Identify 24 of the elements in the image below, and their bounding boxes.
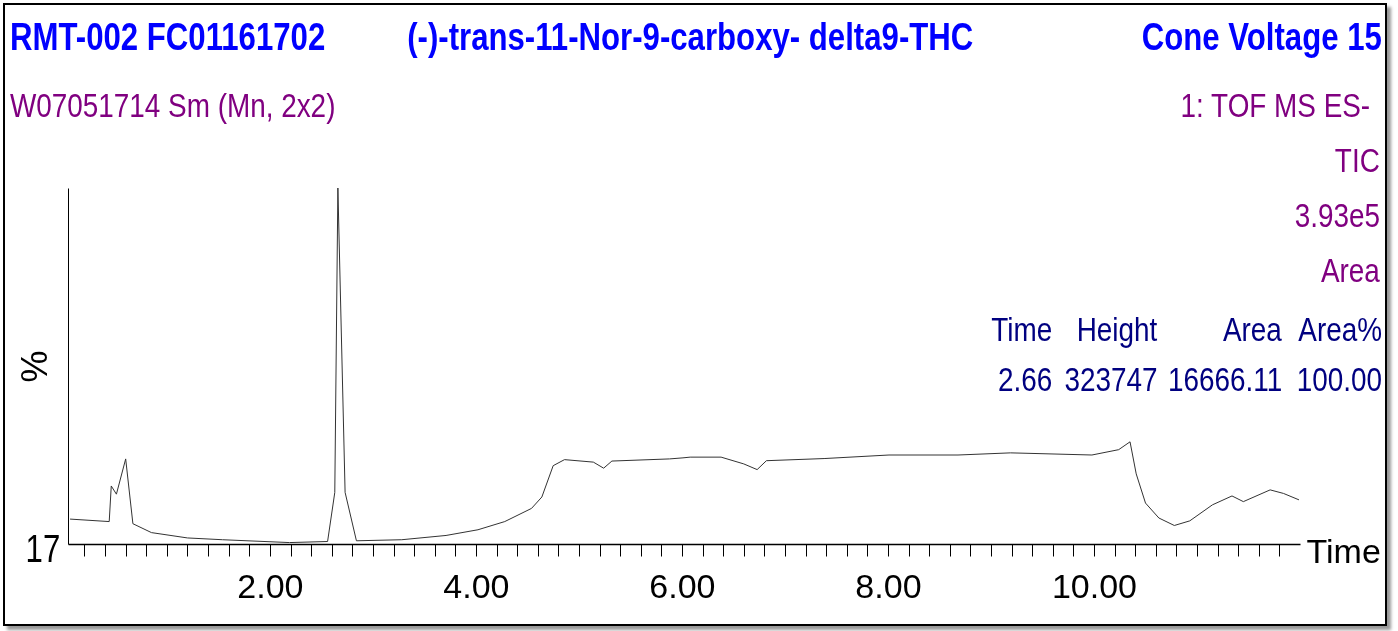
text: Area [1321, 251, 1380, 289]
x-tick-label: 6.00 [649, 566, 716, 605]
text: W07051714 Sm (Mn, 2x2) [10, 86, 336, 124]
annotation: Area% [1298, 310, 1382, 348]
text: 1: TOF MS ES- [1180, 86, 1370, 124]
x-tick-label: 10.00 [1051, 566, 1138, 605]
text: 17 [25, 528, 60, 570]
x-tick-label: 8.00 [855, 566, 922, 605]
y-axis-title: % [13, 350, 55, 383]
chart-title: (-)-trans-11-Nor-9-carboxy- delta9-THC [406, 16, 974, 58]
x-tick-label: 4.00 [443, 566, 510, 605]
annotation: Height [1076, 310, 1157, 348]
annotation: Area [1223, 310, 1282, 348]
x-tick-label: 2.00 [237, 566, 304, 605]
annotation: Time [991, 310, 1052, 348]
annotation: 100.00 [1296, 360, 1382, 398]
text: RMT-002 FC01161702 [10, 16, 326, 58]
x-axis-title: Time [1306, 531, 1381, 570]
annotation: 16666.11 [1167, 360, 1282, 398]
annotation: 2.66 [997, 360, 1052, 398]
annotation: 3.93e5 [1294, 196, 1380, 234]
text: Cone Voltage 15 [1141, 16, 1382, 58]
annotation: 323747 [1063, 360, 1157, 398]
text: TIC [1335, 141, 1380, 179]
